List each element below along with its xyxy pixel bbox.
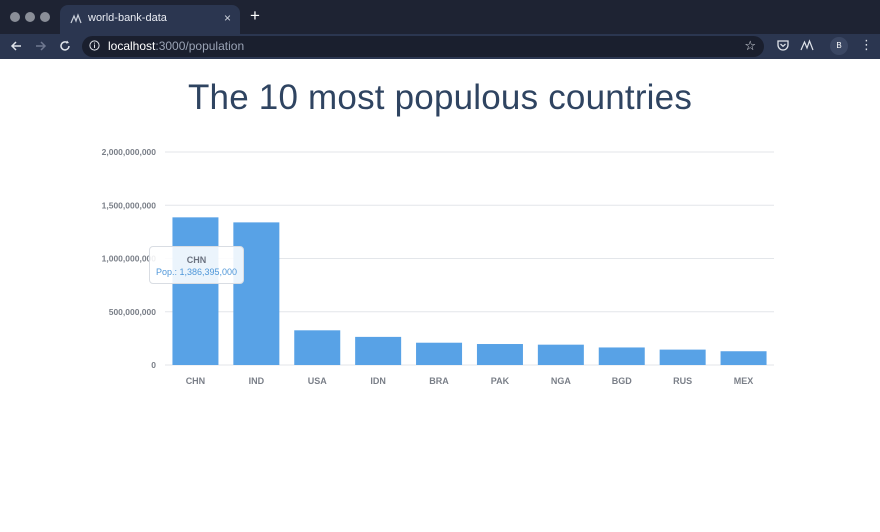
bar-bgd — [598, 347, 645, 365]
x-tick-label: NGA — [551, 376, 572, 386]
y-tick-label: 2,000,000,000 — [102, 147, 157, 157]
bar-rus — [659, 349, 706, 365]
x-tick-label: BRA — [429, 376, 449, 386]
population-bar-chart: 0 500,000,000 1,000,000,000 1,500,000,000 2,… — [102, 147, 774, 386]
bar-mex — [720, 351, 767, 365]
bookmark-star-icon[interactable]: ☆ — [744, 38, 756, 53]
forward-arrow-icon[interactable] — [34, 39, 48, 53]
url-host: localhost — [108, 39, 156, 53]
window-maximize-control[interactable] — [40, 12, 50, 22]
app-favicon-icon — [70, 13, 82, 24]
x-tick-label: IDN — [370, 376, 386, 386]
y-tick-label: 0 — [151, 360, 156, 370]
x-tick-label: RUS — [673, 376, 692, 386]
app-extension-icon[interactable] — [800, 38, 814, 52]
y-tick-label: 1,500,000,000 — [102, 200, 157, 210]
tooltip-title: CHN — [186, 255, 207, 265]
x-tick-label: BGD — [612, 376, 633, 386]
address-bar[interactable]: localhost:3000/population ☆ — [82, 36, 764, 57]
page-title: The 10 most populous countries — [187, 78, 693, 117]
x-tick-label: CHN — [186, 376, 206, 386]
y-tick-label: 500,000,000 — [109, 307, 157, 317]
x-tick-label: IND — [249, 376, 265, 386]
window-minimize-control[interactable] — [25, 12, 35, 22]
y-tick-label: 1,000,000,000 — [102, 254, 157, 264]
profile-avatar[interactable]: B — [830, 37, 848, 55]
bar-idn — [355, 336, 402, 365]
tab-title: world-bank-data — [88, 12, 167, 24]
tooltip-value: Pop.: 1,386,395,000 — [155, 267, 238, 277]
bar-pak — [476, 344, 523, 365]
back-arrow-icon[interactable] — [9, 39, 23, 53]
reload-icon[interactable] — [58, 39, 72, 53]
bar-usa — [294, 330, 341, 365]
url-text[interactable]: localhost:3000/population — [108, 39, 244, 53]
browser-tab[interactable]: world-bank-data × — [60, 5, 240, 34]
window-close-control[interactable] — [10, 12, 20, 22]
bar-nga — [537, 344, 584, 365]
menu-kebab-icon[interactable]: ⋮ — [860, 37, 873, 52]
x-tick-label: USA — [308, 376, 328, 386]
bar-ind — [233, 222, 280, 365]
bar-chn — [172, 217, 219, 365]
browser-tab-bar: world-bank-data × + — [0, 0, 880, 34]
info-icon[interactable] — [89, 40, 100, 51]
close-tab-icon[interactable]: × — [224, 11, 232, 25]
bar-bra — [416, 342, 463, 365]
url-path: :3000/population — [155, 39, 245, 53]
x-tick-label: MEX — [734, 376, 754, 386]
new-tab-button[interactable]: + — [250, 6, 260, 25]
x-tick-label: PAK — [491, 376, 510, 386]
chart-tooltip: CHN Pop.: 1,386,395,000 — [149, 246, 244, 284]
pocket-extension-icon[interactable] — [776, 38, 790, 52]
browser-toolbar: localhost:3000/population ☆ — [0, 34, 880, 59]
